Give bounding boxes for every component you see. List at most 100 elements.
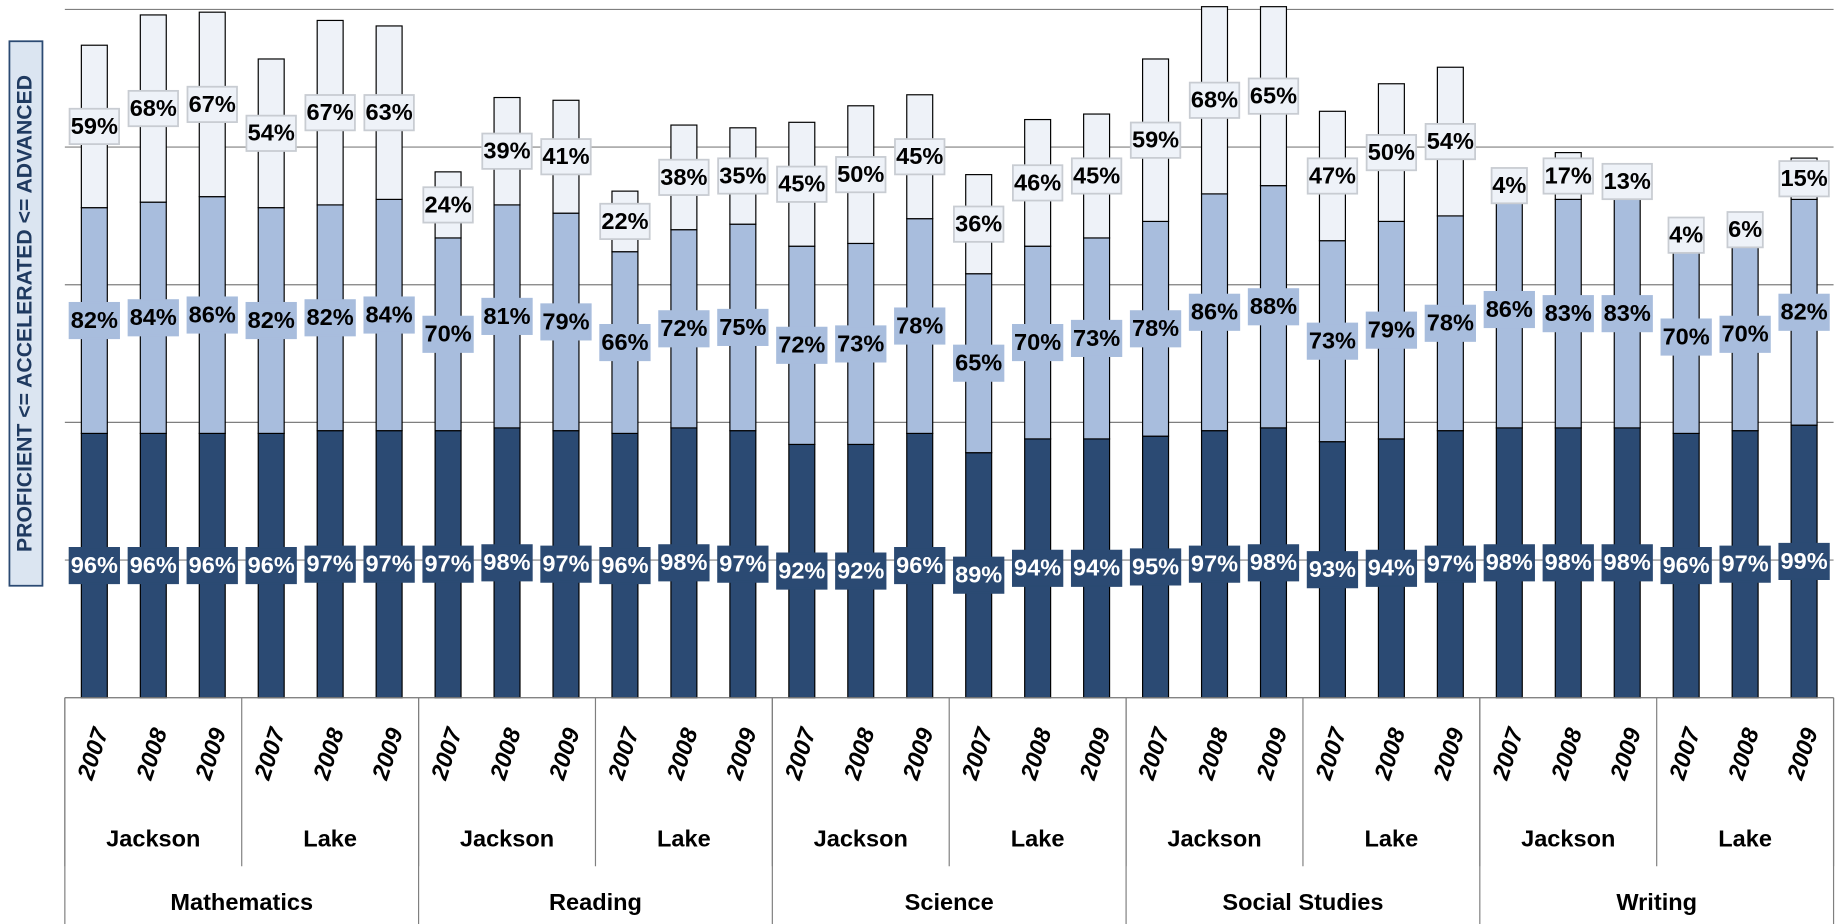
value-label: 65%	[955, 350, 1002, 376]
x-tick-label: 2007	[426, 723, 468, 784]
value-label: 96%	[601, 552, 648, 578]
x-tick-label: 2008	[1723, 724, 1765, 784]
value-label: 45%	[1073, 162, 1120, 188]
value-label-box	[1011, 164, 1064, 202]
value-label-box	[481, 132, 533, 170]
x-tick-label: 2007	[1310, 723, 1352, 784]
value-label-box	[599, 547, 651, 585]
value-label: 50%	[1368, 139, 1415, 165]
x-tick-label: 2007	[779, 723, 821, 784]
value-label: 96%	[1663, 552, 1710, 578]
x-group-label: Jackson	[814, 826, 908, 852]
value-label: 78%	[896, 312, 943, 338]
value-label: 78%	[1427, 310, 1474, 336]
value-label: 82%	[71, 307, 118, 333]
value-label: 15%	[1780, 165, 1827, 191]
value-label: 82%	[248, 307, 295, 333]
value-label-box	[186, 547, 238, 585]
value-label: 94%	[1368, 555, 1415, 581]
value-label: 79%	[542, 308, 589, 334]
value-label: 97%	[424, 551, 471, 577]
value-label-box	[1070, 157, 1123, 195]
x-group-label: Jackson	[460, 826, 554, 852]
value-label: 97%	[719, 551, 766, 577]
x-group-label: Lake	[1365, 826, 1419, 852]
value-label-box	[658, 544, 710, 582]
value-label-box	[245, 547, 297, 585]
value-label-box	[658, 158, 710, 196]
value-label: 22%	[601, 208, 648, 234]
value-label-box	[1365, 134, 1418, 172]
value-label: 35%	[719, 162, 766, 188]
x-group-label: Lake	[1718, 826, 1772, 852]
x-tick-label: 2009	[1074, 725, 1115, 784]
x-group-label: Lake	[657, 826, 711, 852]
value-label: 41%	[542, 143, 589, 169]
value-label-box	[894, 138, 946, 176]
x-group-label: Lake	[1011, 826, 1065, 852]
value-label: 86%	[189, 301, 236, 327]
value-label: 70%	[1014, 329, 1061, 355]
value-label: 88%	[1250, 293, 1297, 319]
value-label: 73%	[837, 330, 884, 356]
x-tick-label: 2009	[367, 725, 408, 784]
value-label: 98%	[1486, 549, 1533, 575]
value-label-box	[245, 114, 297, 152]
value-label-box	[1306, 551, 1359, 589]
x-tick-label: 2008	[1546, 724, 1588, 784]
value-label-box	[186, 296, 238, 334]
value-label-box	[1070, 319, 1123, 357]
value-label-box	[894, 547, 946, 585]
value-label-box	[1011, 323, 1064, 362]
value-label-box	[1483, 290, 1535, 329]
value-label-box	[1188, 81, 1241, 119]
value-label-box	[1483, 544, 1535, 582]
value-label-box	[1542, 544, 1594, 582]
value-label: 45%	[778, 171, 825, 197]
value-label: 83%	[1604, 300, 1651, 326]
value-label: 82%	[1780, 299, 1827, 325]
value-label: 95%	[1132, 553, 1179, 579]
value-label: 4%	[1669, 222, 1703, 248]
value-label-box	[540, 138, 592, 176]
value-label-box	[776, 165, 828, 203]
x-tick-label: 2008	[485, 724, 527, 784]
value-label: 75%	[719, 314, 766, 340]
value-label-box	[776, 552, 828, 590]
value-label: 36%	[955, 211, 1002, 237]
value-label-box	[422, 186, 474, 224]
x-supergroup-label: Reading	[549, 889, 642, 915]
x-group-label: Lake	[303, 826, 357, 852]
value-label-box	[1719, 545, 1771, 583]
x-tick-label: 2008	[131, 724, 173, 784]
value-label-box	[1490, 167, 1528, 205]
value-label-box	[1660, 318, 1712, 356]
value-label-box	[540, 303, 592, 341]
value-label: 59%	[71, 113, 118, 139]
value-label-box	[422, 545, 474, 583]
value-label-box	[1601, 544, 1653, 582]
value-label-box	[658, 310, 710, 348]
value-label-box	[1542, 295, 1594, 333]
value-label-box	[1247, 288, 1300, 326]
value-label: 92%	[837, 557, 884, 583]
x-group-label: Jackson	[106, 826, 200, 852]
value-label-box	[599, 202, 651, 240]
value-label: 13%	[1604, 168, 1651, 194]
value-label-box	[127, 547, 179, 585]
value-label-box	[1778, 160, 1830, 198]
value-label: 98%	[1250, 549, 1297, 575]
x-supergroup-label: Science	[905, 889, 994, 915]
value-label-box	[540, 545, 592, 583]
value-label-box	[68, 547, 120, 585]
value-label-box	[717, 157, 769, 195]
value-label: 86%	[1486, 296, 1533, 322]
value-label-box	[481, 544, 533, 582]
value-label-box	[304, 545, 356, 583]
value-label: 79%	[1368, 317, 1415, 343]
value-label-box	[894, 307, 946, 345]
value-label-box	[835, 325, 887, 363]
value-label: 68%	[1191, 87, 1238, 113]
value-label: 73%	[1309, 328, 1356, 354]
